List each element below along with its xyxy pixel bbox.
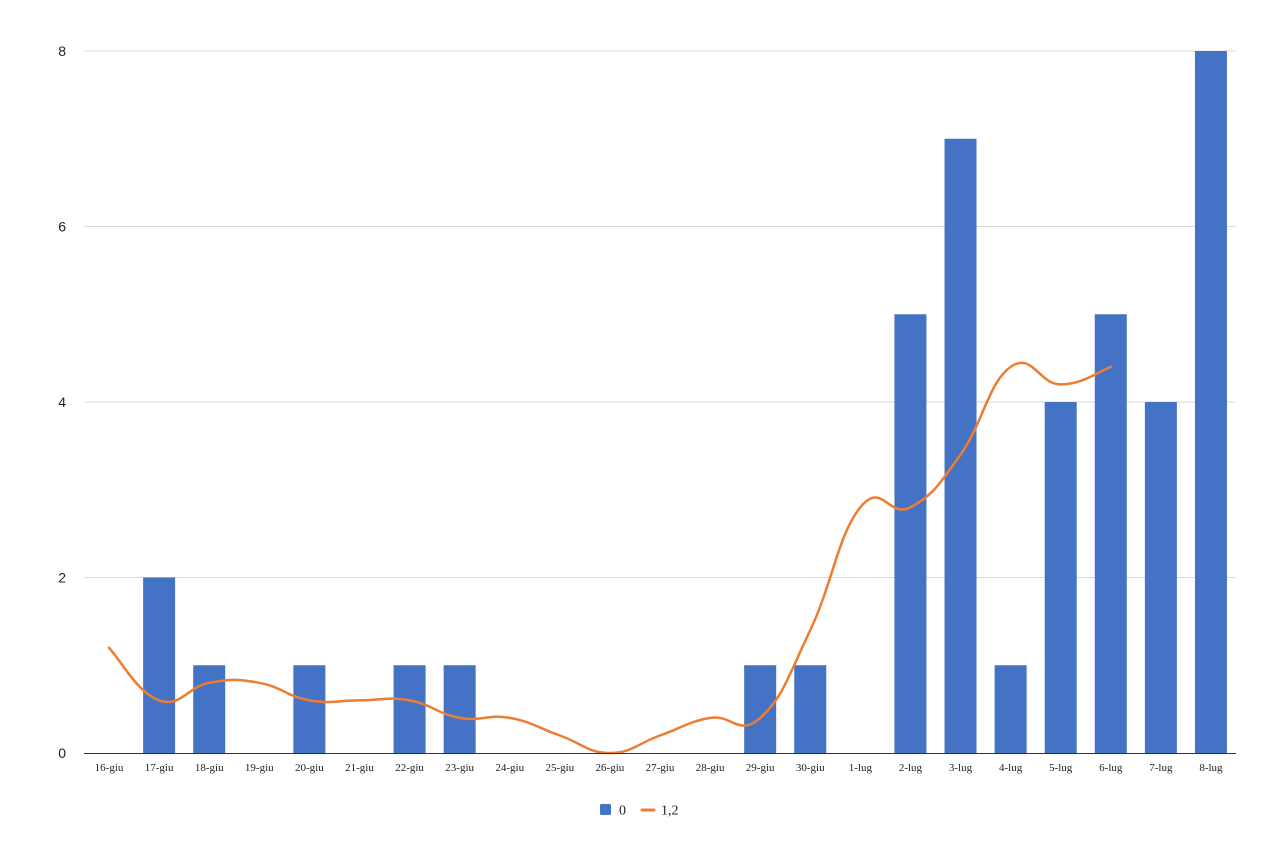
gridlines xyxy=(84,50,1236,578)
line-series xyxy=(107,361,1113,755)
y-tick-label: 2 xyxy=(58,570,66,586)
legend: 0 1,2 xyxy=(600,804,679,819)
x-tick-label: 3-lug xyxy=(949,762,973,774)
x-tick-label: 24-giu xyxy=(495,762,524,774)
y-tick-label: 0 xyxy=(58,745,66,761)
x-tick-label: 7-lug xyxy=(1149,762,1173,774)
x-tick-label: 20-giu xyxy=(295,762,324,774)
bar xyxy=(1144,402,1177,753)
x-tick-label: 6-lug xyxy=(1099,762,1123,774)
legend-label: 0 xyxy=(619,804,626,819)
bar xyxy=(193,665,226,753)
x-tick-label: 5-lug xyxy=(1049,762,1073,774)
bar xyxy=(393,665,426,753)
x-tick-label: 22-giu xyxy=(395,762,424,774)
x-tick-label: 2-lug xyxy=(899,762,923,774)
line-series-path xyxy=(107,361,1113,755)
x-tick-label: 26-giu xyxy=(596,762,625,774)
x-tick-label: 30-giu xyxy=(796,762,825,774)
x-tick-label: 4-lug xyxy=(999,762,1023,774)
x-tick-label: 18-giu xyxy=(195,762,224,774)
x-tick-label: 29-giu xyxy=(746,762,775,774)
y-tick-label: 6 xyxy=(58,219,66,235)
bar xyxy=(794,665,827,753)
bar xyxy=(1094,314,1127,753)
bar xyxy=(994,665,1027,753)
x-tick-label: 17-giu xyxy=(145,762,174,774)
x-axis-ticks: 16-giu 17-giu 18-giu 19-giu 20-giu 21-giu 22-g… xyxy=(95,762,1223,774)
x-tick-label: 8-lug xyxy=(1199,762,1223,774)
x-tick-label: 28-giu xyxy=(696,762,725,774)
x-tick-label: 25-giu xyxy=(545,762,574,774)
y-tick-label: 8 xyxy=(58,43,66,59)
x-tick-label: 16-giu xyxy=(95,762,124,774)
bar xyxy=(443,665,476,753)
y-tick-label: 4 xyxy=(58,394,66,410)
y-axis-ticks: 0 2 4 6 8 xyxy=(58,43,66,761)
bar xyxy=(894,314,927,753)
bar xyxy=(143,577,176,753)
bar-series xyxy=(143,51,1227,753)
x-tick-label: 27-giu xyxy=(646,762,675,774)
legend-label: 1,2 xyxy=(661,804,679,819)
x-tick-label: 23-giu xyxy=(445,762,474,774)
legend-swatch-bar xyxy=(600,804,611,815)
bar xyxy=(1194,51,1227,753)
bar xyxy=(744,665,777,753)
bar xyxy=(944,138,977,753)
bar xyxy=(1044,402,1077,753)
bar xyxy=(293,665,326,753)
x-tick-label: 19-giu xyxy=(245,762,274,774)
x-tick-label: 21-giu xyxy=(345,762,374,774)
x-tick-label: 1-lug xyxy=(849,762,873,774)
